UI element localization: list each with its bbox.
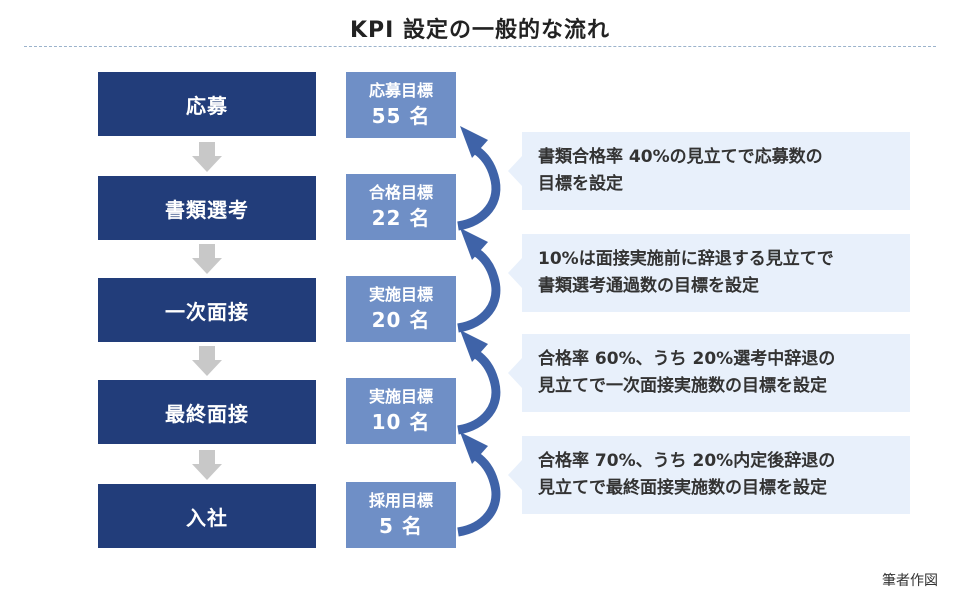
down-arrow-icon [192,244,222,274]
stage-label: 一次面接 [165,299,249,324]
target-label: 実施目標 [368,285,433,304]
note-text: 合格率 60%、うち 20%選考中辞退の 見立てで一次面接実施数の目標を設定 [538,349,836,396]
target-label: 採用目標 [368,491,433,510]
down-arrow-icon [192,450,222,480]
stage-label: 入社 [186,505,228,530]
target-box-final-interview: 実施目標 10 名 [346,378,456,444]
stage-label: 書類選考 [165,197,249,222]
target-box-apply: 応募目標 55 名 [346,72,456,138]
explanation-note: 合格率 60%、うち 20%選考中辞退の 見立てで一次面接実施数の目標を設定 [508,334,910,412]
explanation-note: 合格率 70%、うち 20%内定後辞退の 見立てで最終面接実施数の目標を設定 [508,436,910,514]
stage-label: 応募 [186,93,228,118]
note-background [508,334,910,412]
curved-arrow-icon [457,228,501,333]
target-box-hire: 採用目標 5 名 [346,482,456,548]
target-label: 合格目標 [368,183,433,202]
page-title: KPI 設定の一般的な流れ [349,18,611,43]
stage-box-hire: 入社 [98,484,316,548]
note-background [508,436,910,514]
curved-arrow-icon [457,330,501,435]
stage-box-final-interview: 最終面接 [98,380,316,444]
target-value: 10 名 [371,410,431,434]
note-text: 合格率 70%、うち 20%内定後辞退の 見立てで最終面接実施数の目標を設定 [538,451,836,498]
target-box-first-interview: 実施目標 20 名 [346,276,456,342]
target-label: 応募目標 [368,81,433,100]
target-value: 20 名 [371,308,431,332]
note-text: 書類合格率 40%の見立てで応募数の 目標を設定 [538,147,823,194]
target-label: 実施目標 [368,387,433,406]
stage-box-first-interview: 一次面接 [98,278,316,342]
down-arrow-icon [192,142,222,172]
target-value: 22 名 [371,206,431,230]
curved-arrow-icon [457,126,501,231]
note-text: 10%は面接実施前に辞退する見立てで 書類選考通過数の目標を設定 [538,249,834,296]
down-arrow-icon [192,346,222,376]
explanation-note: 書類合格率 40%の見立てで応募数の 目標を設定 [508,132,910,210]
stage-box-apply: 応募 [98,72,316,136]
target-value: 5 名 [379,514,423,538]
target-value: 55 名 [371,104,431,128]
explanation-note: 10%は面接実施前に辞退する見立てで 書類選考通過数の目標を設定 [508,234,910,312]
stage-label: 最終面接 [165,401,249,426]
target-box-pass: 合格目標 22 名 [346,174,456,240]
title-divider [24,46,936,47]
note-background [508,234,910,312]
credit-text: 筆者作図 [882,573,938,589]
note-background [508,132,910,210]
stage-box-document-screening: 書類選考 [98,176,316,240]
curved-arrow-icon [457,432,501,537]
